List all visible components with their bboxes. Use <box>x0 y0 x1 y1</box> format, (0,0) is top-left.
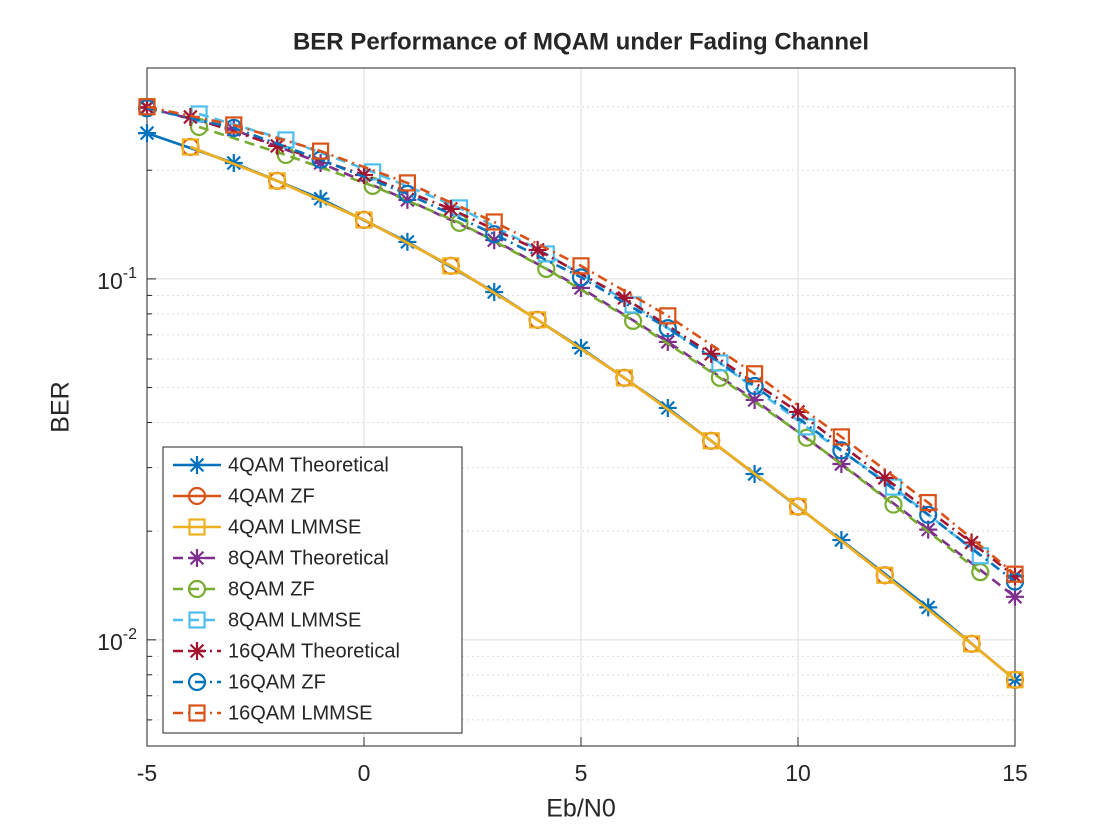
x-axis-label: Eb/N0 <box>546 795 615 823</box>
marker <box>138 124 156 143</box>
marker <box>537 245 555 263</box>
marker <box>884 495 903 514</box>
y-axis-label: BER <box>47 381 75 432</box>
legend-label: 8QAM Theoretical <box>228 547 389 569</box>
marker <box>875 468 894 487</box>
marker <box>277 131 295 149</box>
marker <box>485 225 504 244</box>
marker <box>658 332 677 351</box>
marker <box>832 428 851 446</box>
marker <box>745 365 764 383</box>
x-tick-label: -5 <box>137 760 157 786</box>
marker <box>919 494 937 512</box>
marker <box>571 268 591 287</box>
line <box>189 145 1016 681</box>
legend-marker <box>188 518 206 536</box>
legend-label: 8QAM ZF <box>228 578 315 600</box>
marker <box>789 497 807 516</box>
marker <box>268 172 286 190</box>
legend-marker <box>188 549 206 567</box>
marker <box>572 257 590 275</box>
marker <box>659 307 677 325</box>
marker <box>190 105 208 123</box>
marker <box>181 138 199 156</box>
plot-frame <box>146 67 1016 747</box>
legend-marker <box>187 579 207 599</box>
legend-marker <box>187 486 207 506</box>
marker <box>398 190 417 209</box>
marker <box>876 566 894 584</box>
marker <box>962 533 981 552</box>
marker <box>658 319 677 338</box>
marker <box>485 231 504 250</box>
y-tick-label: 10-1 <box>97 265 137 294</box>
line <box>146 107 1016 583</box>
line <box>198 125 982 574</box>
marker <box>745 390 764 409</box>
legend-label: 8QAM LMMSE <box>228 609 361 631</box>
x-tick-label: 0 <box>358 760 371 786</box>
marker <box>398 174 416 192</box>
marker <box>311 153 330 172</box>
marker <box>312 142 330 160</box>
legend-label: 16QAM ZF <box>228 671 326 693</box>
legend-marker <box>188 704 206 722</box>
marker <box>615 369 634 387</box>
marker <box>355 166 373 185</box>
line <box>146 105 1016 576</box>
marker <box>1006 671 1024 689</box>
series <box>181 138 1024 689</box>
legend-marker <box>188 611 206 629</box>
marker <box>528 240 547 259</box>
legend-label: 4QAM LMMSE <box>228 516 361 538</box>
marker <box>225 116 243 134</box>
marker <box>962 635 981 653</box>
legend-marker <box>187 672 207 692</box>
marker <box>572 278 590 297</box>
series <box>138 98 1024 583</box>
marker <box>919 505 938 524</box>
x-tick-label: 10 <box>785 760 811 786</box>
marker <box>441 199 460 218</box>
marker <box>1006 565 1024 583</box>
marker <box>355 211 373 229</box>
legend-marker <box>188 642 206 660</box>
legend: 4QAM Theoretical 4QAM ZF 4QAM LMMSE 8QAM Th… <box>162 446 463 734</box>
marker <box>1006 567 1024 586</box>
x-tick-label: 5 <box>575 760 588 786</box>
legend-label: 16QAM LMMSE <box>228 702 372 724</box>
y-tick-label: 10-2 <box>97 626 137 655</box>
chart-title: BER Performance of MQAM under Fading Cha… <box>293 28 869 55</box>
marker <box>797 428 816 447</box>
marker <box>711 354 729 372</box>
marker <box>919 598 938 617</box>
marker <box>268 136 287 155</box>
marker <box>528 311 547 329</box>
marker <box>615 288 634 307</box>
x-tick-label: 15 <box>1002 760 1028 786</box>
marker <box>1006 587 1024 606</box>
marker <box>311 189 330 208</box>
marker <box>884 478 903 496</box>
marker <box>442 257 460 275</box>
legend-label: 4QAM Theoretical <box>228 454 389 476</box>
marker <box>745 376 764 396</box>
legend-marker <box>188 456 206 474</box>
marker <box>832 441 851 460</box>
marker <box>702 432 720 450</box>
marker <box>789 402 807 421</box>
marker <box>138 98 156 116</box>
marker <box>398 184 417 203</box>
marker <box>919 520 938 539</box>
legend-label: 4QAM ZF <box>228 485 315 507</box>
marker <box>702 344 721 363</box>
marker <box>224 120 243 139</box>
marker <box>485 213 503 231</box>
legend-label: 16QAM Theoretical <box>228 640 400 662</box>
